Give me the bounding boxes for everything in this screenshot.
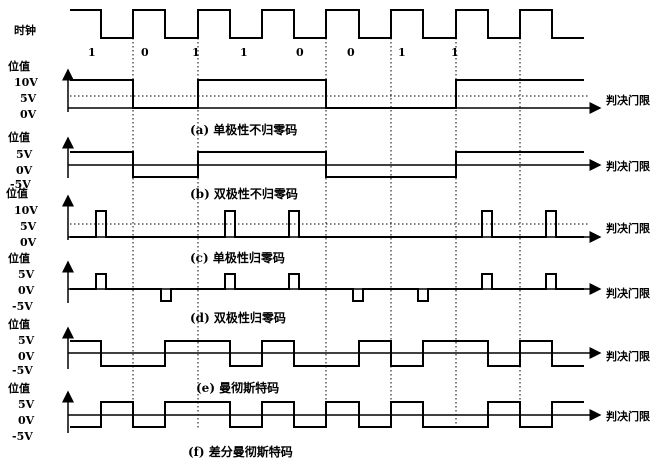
threshold-label: 判决门限 — [606, 159, 650, 173]
threshold-label: 判决门限 — [606, 286, 650, 300]
clock-waveform — [70, 10, 584, 38]
axis-title: 位值 — [6, 186, 28, 200]
level-label: -5V — [12, 364, 33, 377]
panel-caption: (b) 双极性不归零码 — [190, 186, 298, 201]
level-label: 5V — [18, 334, 35, 347]
level-label: 10V — [14, 76, 38, 89]
axis-title: 位值 — [8, 317, 30, 331]
clock-row: 时钟 1 0 1 1 0 0 1 1 — [14, 10, 584, 59]
clock-bit: 0 — [347, 46, 355, 59]
threshold-label: 判决门限 — [606, 221, 650, 235]
level-label: 0V — [18, 350, 35, 363]
panel-a: 位值 10V 5V 0V 判决门限 (a) 单极性不归零码 — [8, 59, 650, 137]
panel-caption: (e) 曼彻斯特码 — [196, 380, 279, 395]
axis-title: 位值 — [8, 59, 30, 73]
level-label: 5V — [16, 148, 33, 161]
panel-caption: (a) 单极性不归零码 — [190, 122, 297, 137]
threshold-label: 判决门限 — [606, 93, 650, 107]
level-label: 0V — [16, 164, 33, 177]
panel-caption: (c) 单极性归零码 — [190, 250, 285, 265]
waveform — [70, 80, 584, 108]
clock-bit: 1 — [192, 46, 200, 59]
axis-title: 位值 — [8, 130, 30, 144]
level-label: 5V — [18, 268, 35, 281]
level-label: 5V — [20, 92, 37, 105]
waveform — [70, 274, 584, 301]
level-label: 5V — [18, 398, 35, 411]
level-label: 10V — [14, 204, 38, 217]
clock-bit: 0 — [296, 46, 304, 59]
panel-d: 位值 5V 0V -5V 判决门限 (d) 双极性归零码 — [8, 251, 650, 325]
level-label: 0V — [18, 284, 35, 297]
clock-bit: 1 — [451, 46, 459, 59]
panel-caption: (f) 差分曼彻斯特码 — [188, 444, 293, 459]
level-label: 5V — [20, 220, 37, 233]
panel-e: 位值 5V 0V -5V 判决门限 (e) 曼彻斯特码 — [8, 317, 650, 395]
level-label: -5V — [12, 430, 33, 443]
level-label: 0V — [18, 414, 35, 427]
axis-title: 位值 — [8, 381, 30, 395]
threshold-label: 判决门限 — [606, 409, 650, 423]
clock-bit: 1 — [88, 46, 96, 59]
panel-c: 位值 10V 5V 0V 判决门限 (c) 单极性归零码 — [6, 186, 650, 265]
level-label: 0V — [20, 236, 37, 249]
level-label: 0V — [20, 108, 37, 121]
clock-label: 时钟 — [14, 23, 36, 37]
level-label: -5V — [12, 300, 33, 313]
panel-f: 位值 5V 0V -5V 判决门限 (f) 差分曼彻斯特码 — [8, 381, 650, 459]
clock-bit: 0 — [141, 46, 149, 59]
threshold-label: 判决门限 — [606, 349, 650, 363]
panel-caption: (d) 双极性归零码 — [190, 310, 286, 325]
clock-bit: 1 — [398, 46, 406, 59]
axis-title: 位值 — [8, 251, 30, 265]
clock-bit: 1 — [240, 46, 248, 59]
panel-b: 位值 5V 0V -5V 判决门限 (b) 双极性不归零码 — [8, 130, 650, 201]
